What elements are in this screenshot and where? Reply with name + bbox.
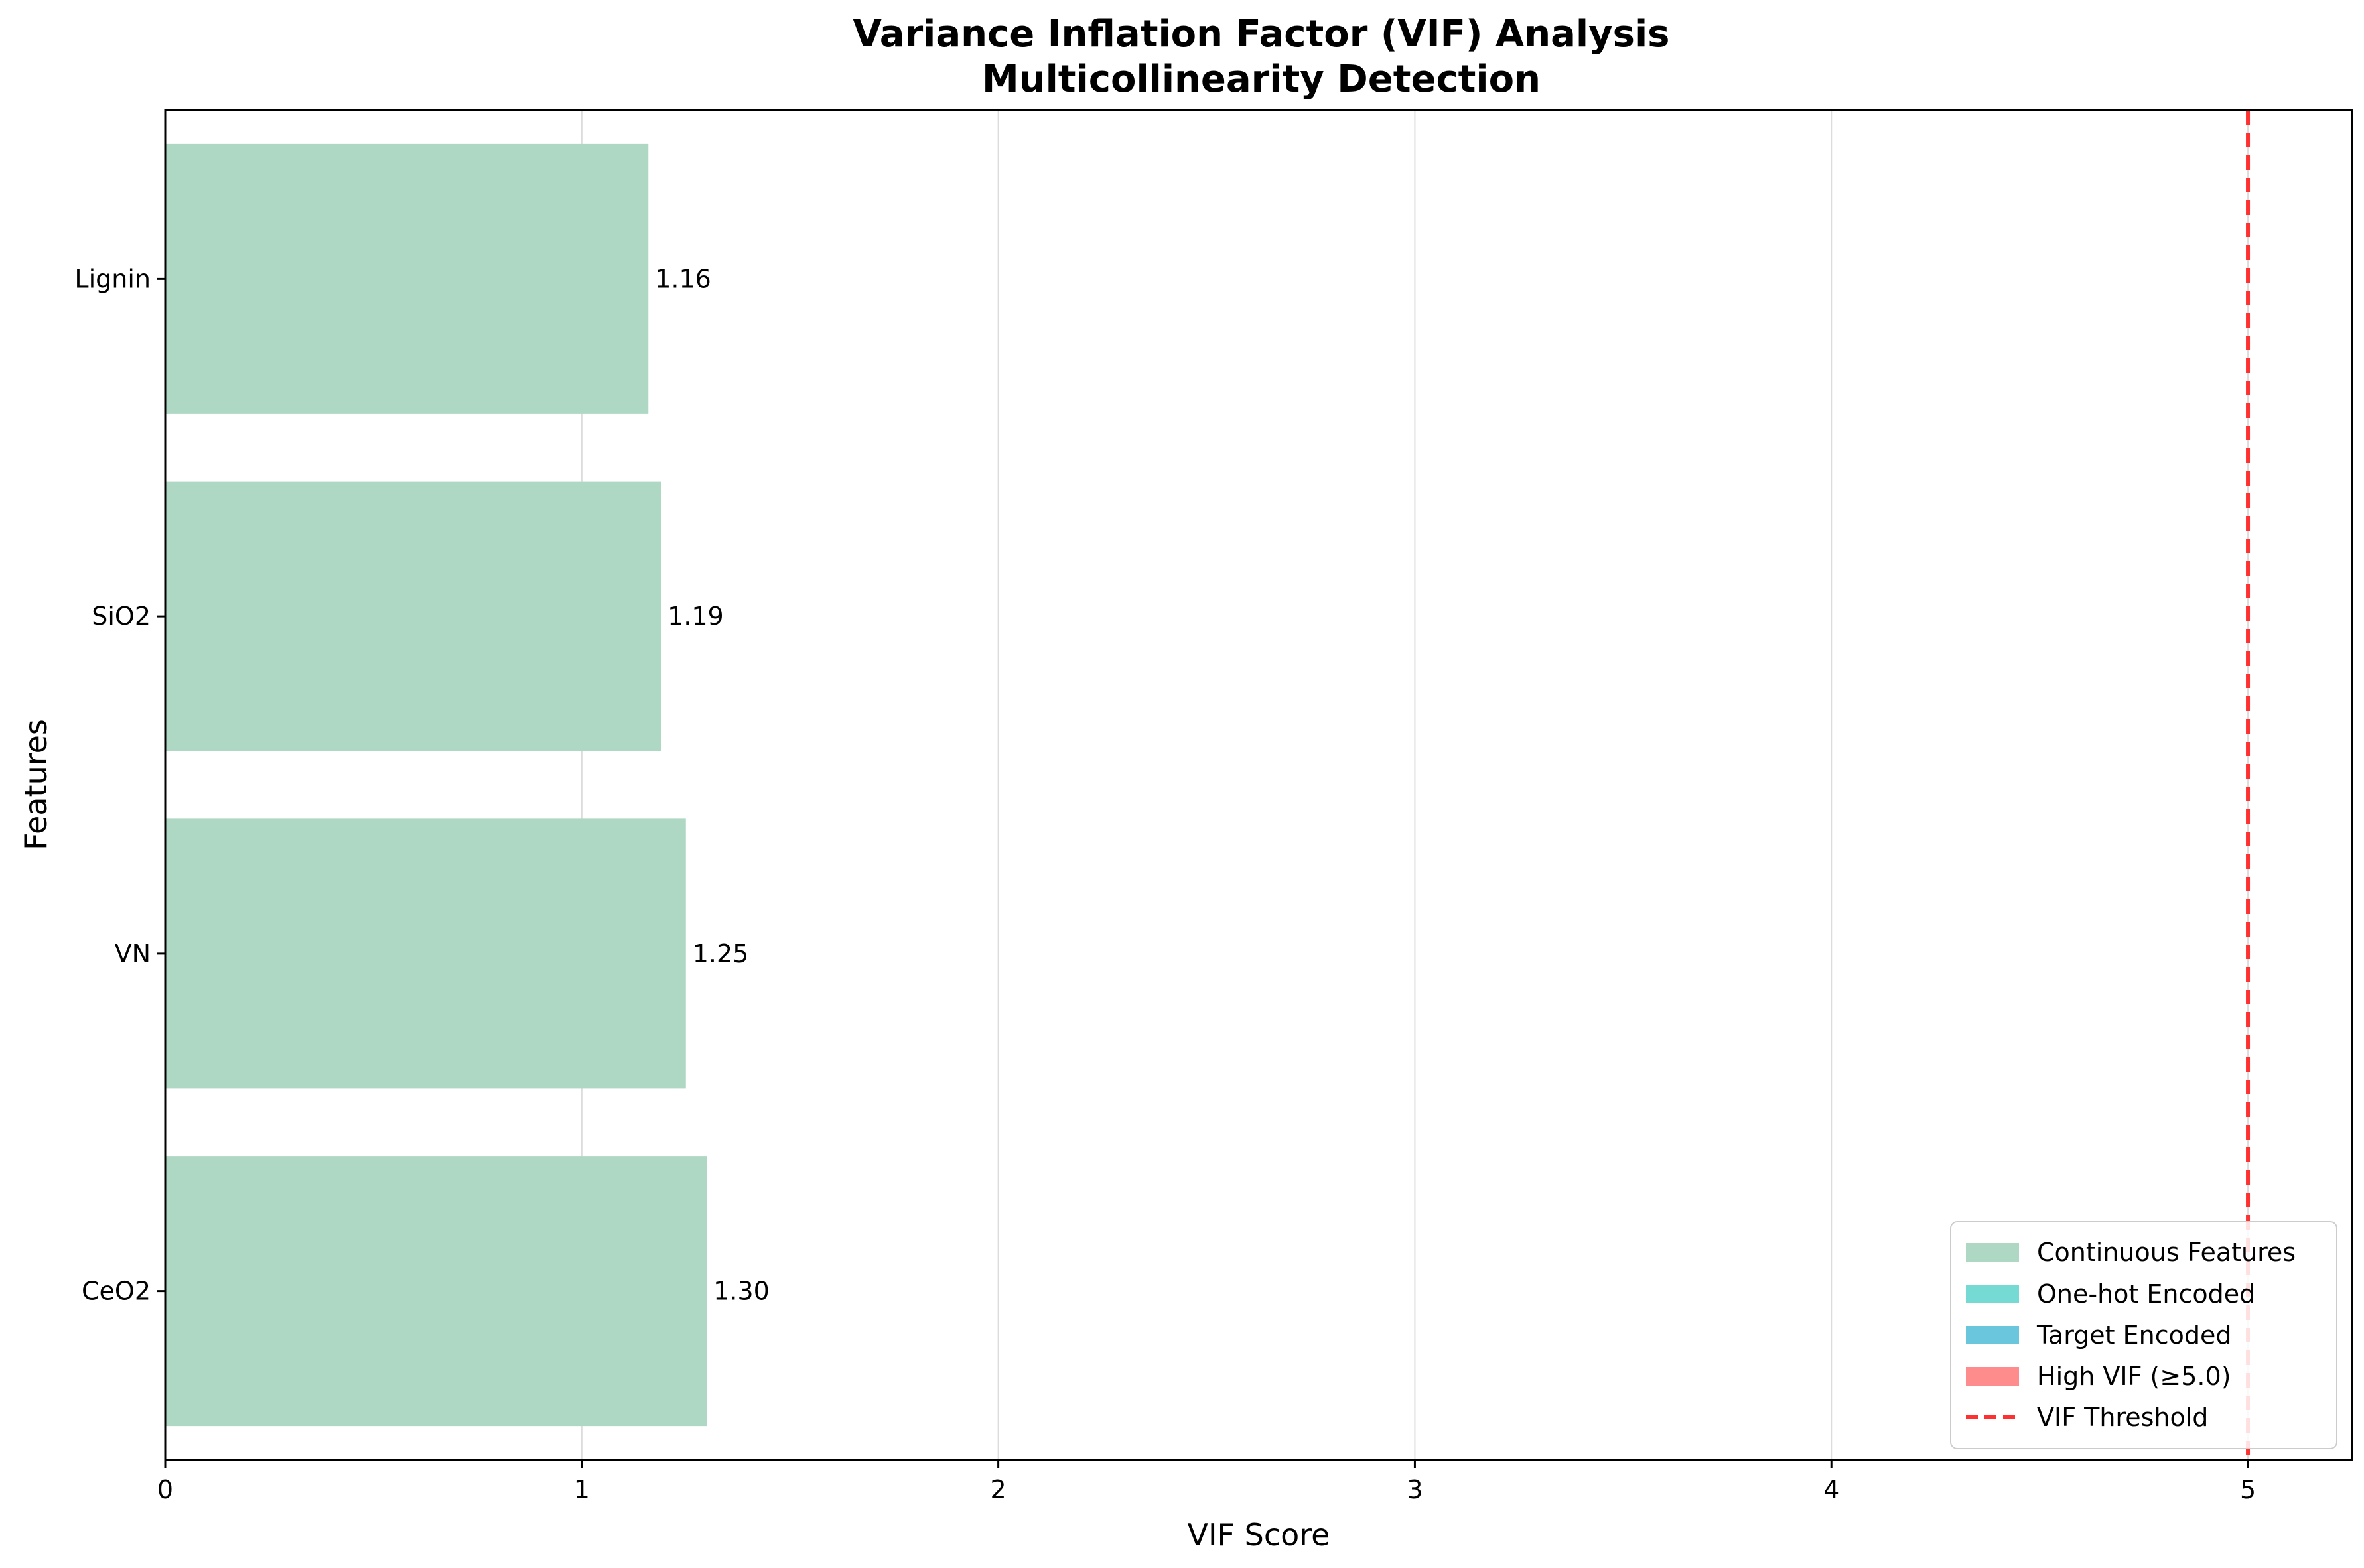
- x-tick-label: 0: [157, 1475, 173, 1504]
- y-tick-label-vn: VN: [115, 939, 151, 968]
- legend-label-target: Target Encoded: [2036, 1321, 2232, 1350]
- chart-subtitle: Multicollinearity Detection: [982, 58, 1541, 101]
- legend-label-high-vif: High VIF (≥5.0): [2037, 1362, 2231, 1391]
- bar-vn: [165, 818, 686, 1089]
- legend-box: [1950, 1221, 2337, 1449]
- data-label-vn: 1.25: [693, 939, 749, 968]
- data-label-ceo2: 1.30: [713, 1277, 770, 1306]
- legend-swatch-target: [1966, 1326, 2019, 1344]
- y-tick-label-ceo2: CeO2: [82, 1277, 151, 1306]
- bar-sio2: [165, 481, 661, 751]
- y-tick-label-sio2: SiO2: [92, 602, 151, 631]
- legend-entry-high-vif: High VIF (≥5.0): [1966, 1362, 2231, 1391]
- data-labels: 1.16 1.19 1.25 1.30: [655, 264, 770, 1305]
- data-label-sio2: 1.19: [667, 602, 724, 631]
- legend-label-one-hot: One-hot Encoded: [2037, 1279, 2255, 1309]
- y-axis-label: Features: [18, 719, 54, 850]
- data-label-lignin: 1.16: [655, 264, 711, 293]
- y-axis-ticks: Lignin SiO2 VN CeO2: [74, 264, 165, 1306]
- bar-lignin: [165, 143, 649, 414]
- legend-swatch-one-hot: [1966, 1285, 2019, 1303]
- legend-entry-continuous: Continuous Features: [1966, 1238, 2296, 1267]
- x-tick-label: 5: [2240, 1475, 2256, 1504]
- x-tick-label: 4: [1823, 1475, 1839, 1504]
- legend-entry-target: Target Encoded: [1966, 1321, 2232, 1350]
- bar-ceo2: [165, 1156, 707, 1427]
- plot-frame: [164, 109, 2353, 1461]
- legend-entry-one-hot: One-hot Encoded: [1966, 1279, 2255, 1309]
- x-axis-ticks: 0 1 2 3 4 5: [157, 1460, 2256, 1504]
- legend-swatch-high-vif: [1966, 1367, 2019, 1386]
- x-tick-label: 1: [574, 1475, 590, 1504]
- chart-title: Variance Inflation Factor (VIF) Analysis: [853, 13, 1670, 56]
- legend-swatch-continuous: [1966, 1243, 2019, 1262]
- legend-label-continuous: Continuous Features: [2037, 1238, 2296, 1267]
- y-tick-label-lignin: Lignin: [74, 264, 151, 293]
- legend-entry-threshold: VIF Threshold: [1966, 1403, 2208, 1432]
- legend: Continuous Features One-hot Encoded Targ…: [1950, 1221, 2337, 1449]
- x-tick-label: 3: [1407, 1475, 1423, 1504]
- bars: [165, 143, 707, 1427]
- x-tick-label: 2: [991, 1475, 1007, 1504]
- x-axis-label: VIF Score: [1188, 1517, 1330, 1553]
- legend-label-threshold: VIF Threshold: [2037, 1403, 2208, 1432]
